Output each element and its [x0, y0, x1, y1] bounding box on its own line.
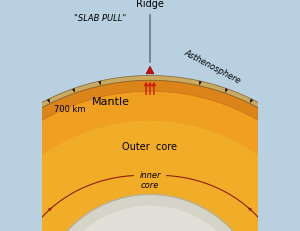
Polygon shape: [23, 112, 27, 116]
Text: "SLAB PULL": "SLAB PULL": [74, 14, 127, 23]
Polygon shape: [0, 76, 300, 231]
Text: inner
core: inner core: [139, 171, 161, 190]
Polygon shape: [47, 99, 50, 103]
Polygon shape: [199, 81, 202, 85]
Polygon shape: [0, 80, 300, 231]
Wedge shape: [0, 121, 300, 231]
Text: Trench: Trench: [0, 230, 1, 231]
Text: Ridge: Ridge: [136, 0, 164, 62]
Polygon shape: [295, 128, 299, 132]
Circle shape: [49, 206, 251, 231]
Polygon shape: [273, 112, 277, 116]
Text: Lithosphere: Lithosphere: [0, 230, 1, 231]
Text: Asthenosphere: Asthenosphere: [182, 48, 242, 86]
Polygon shape: [225, 88, 228, 93]
Polygon shape: [72, 88, 75, 93]
Polygon shape: [98, 81, 101, 85]
Text: 700 km: 700 km: [55, 105, 86, 114]
Wedge shape: [0, 80, 300, 231]
Text: Trench: Trench: [0, 230, 1, 231]
Polygon shape: [1, 128, 5, 132]
Polygon shape: [250, 99, 253, 103]
Circle shape: [38, 194, 262, 231]
Text: Mantle: Mantle: [92, 97, 130, 106]
Text: Outer  core: Outer core: [122, 142, 178, 152]
Polygon shape: [146, 66, 154, 74]
